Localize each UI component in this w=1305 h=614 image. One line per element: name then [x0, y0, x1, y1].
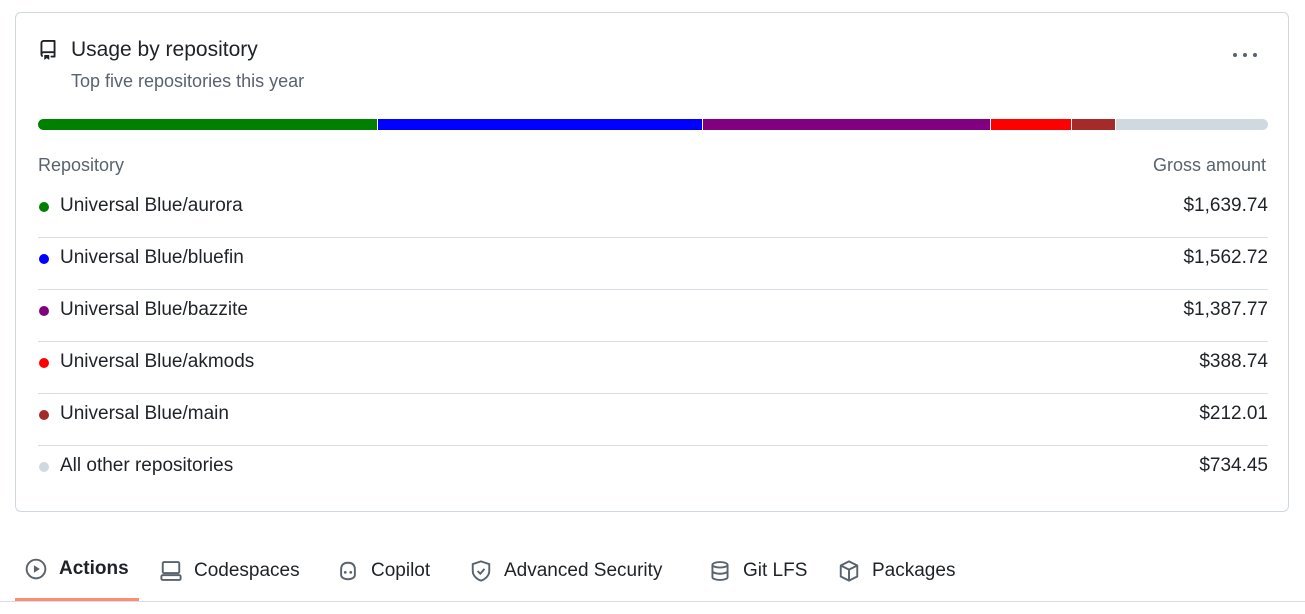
bar-segment	[1071, 119, 1116, 130]
repo-name: Universal Blue/main	[60, 403, 229, 424]
gross-amount: $734.45	[1199, 455, 1268, 476]
tab-label: Actions	[59, 558, 129, 579]
table-row: Universal Blue/bluefin $1,562.72	[38, 237, 1268, 290]
bar-segment	[990, 119, 1072, 130]
color-dot	[39, 358, 49, 368]
tab-label: Advanced Security	[504, 559, 663, 581]
tab[interactable]: Copilot	[327, 540, 440, 601]
usage-card: Usage by repository Top five repositorie…	[15, 12, 1289, 512]
color-dot	[39, 410, 49, 420]
tab-bar: Actions Codespaces Copilot Advanced Secu…	[0, 540, 1305, 602]
table-row: All other repositories $734.45	[38, 445, 1268, 497]
tab-label: Packages	[872, 559, 956, 581]
bar-segment	[702, 119, 991, 130]
tab-label: Codespaces	[194, 559, 300, 581]
repo-icon	[40, 40, 56, 60]
color-dot	[39, 462, 49, 472]
repo-name: All other repositories	[60, 455, 234, 476]
gross-amount: $1,387.77	[1183, 299, 1268, 320]
tab[interactable]: Packages	[828, 540, 965, 601]
bar-segment	[1115, 119, 1268, 130]
repo-name: Universal Blue/bluefin	[60, 247, 244, 268]
tab-icon	[160, 560, 182, 581]
repo-name: Universal Blue/aurora	[60, 195, 243, 216]
gross-amount: $212.01	[1199, 403, 1268, 424]
tab-icon	[25, 558, 47, 580]
color-dot	[39, 254, 49, 264]
tab-icon	[711, 560, 729, 581]
bar-segment	[38, 119, 379, 130]
color-dot	[39, 202, 49, 212]
tab-icon	[471, 559, 491, 582]
tab[interactable]: Codespaces	[150, 540, 310, 601]
repo-name: Universal Blue/bazzite	[60, 299, 248, 320]
tab[interactable]: Actions	[15, 540, 139, 601]
repo-name: Universal Blue/akmods	[60, 351, 255, 372]
gross-amount: $1,562.72	[1183, 247, 1268, 268]
tab-icon	[340, 561, 356, 580]
gross-amount: $388.74	[1199, 351, 1268, 372]
tab-icon	[839, 559, 859, 582]
tab-label: Git LFS	[743, 559, 808, 581]
table-row: Universal Blue/akmods $388.74	[38, 341, 1268, 394]
more-menu[interactable]	[1230, 45, 1260, 65]
tab-label: Copilot	[371, 559, 431, 581]
usage-bar	[38, 119, 1268, 130]
color-dot	[39, 306, 49, 316]
card-subtitle: Top five repositories this year	[71, 71, 305, 91]
tab[interactable]: Git LFS	[699, 540, 817, 601]
table-row: Universal Blue/aurora $1,639.74	[38, 185, 1268, 238]
table-row: Universal Blue/main $212.01	[38, 393, 1268, 446]
tab[interactable]: Advanced Security	[460, 540, 672, 601]
card-title: Usage by repository	[71, 38, 258, 61]
column-header: Gross amount	[1152, 155, 1266, 175]
gross-amount: $1,639.74	[1183, 195, 1268, 216]
bar-segment	[378, 119, 703, 130]
column-header: Repository	[38, 155, 125, 175]
table-row: Universal Blue/bazzite $1,387.77	[38, 289, 1268, 342]
